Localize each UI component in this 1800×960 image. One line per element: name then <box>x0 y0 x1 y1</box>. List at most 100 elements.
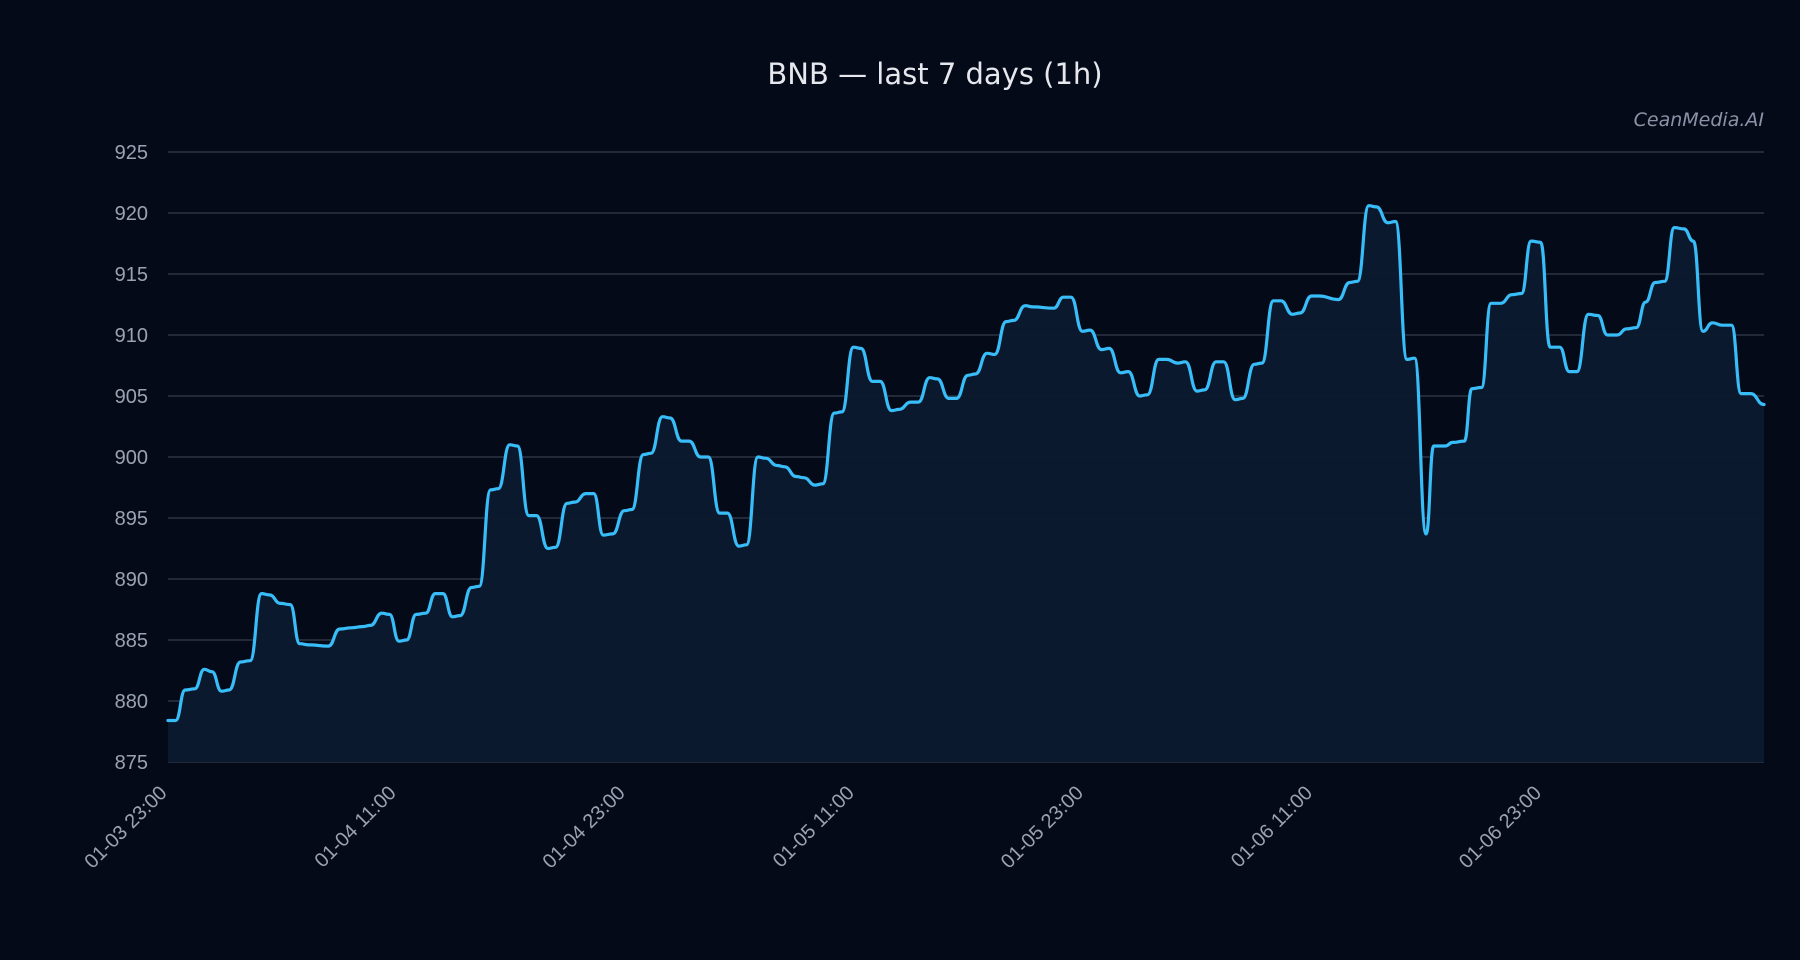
data-point <box>1499 301 1503 305</box>
data-point <box>227 688 231 692</box>
data-point <box>565 501 569 505</box>
data-point <box>699 455 703 459</box>
data-point <box>527 514 531 518</box>
data-point <box>1004 320 1008 324</box>
data-point <box>802 476 806 480</box>
data-point <box>1298 311 1302 315</box>
data-point <box>985 351 989 355</box>
data-point <box>611 532 615 536</box>
data-point <box>1260 361 1264 365</box>
data-point <box>489 488 493 492</box>
data-point <box>380 611 384 615</box>
y-tick-label: 920 <box>115 203 148 225</box>
data-point <box>1510 293 1514 297</box>
data-point <box>1031 305 1035 309</box>
data-point <box>1233 398 1237 402</box>
data-point <box>1424 532 1428 536</box>
data-point <box>1336 298 1340 302</box>
y-tick-label: 880 <box>115 691 148 713</box>
data-point <box>1730 323 1734 327</box>
data-point <box>764 456 768 460</box>
data-point <box>279 601 283 605</box>
data-point <box>1348 281 1352 285</box>
data-point <box>601 533 605 537</box>
data-point <box>1222 360 1226 364</box>
data-point <box>1252 362 1256 366</box>
data-point <box>897 407 901 411</box>
data-point <box>1271 299 1275 303</box>
data-point <box>706 455 710 459</box>
data-point <box>840 410 844 414</box>
y-tick-label: 905 <box>115 386 148 408</box>
data-point <box>1100 348 1104 352</box>
data-point <box>737 544 741 548</box>
data-point <box>1644 300 1648 304</box>
data-point <box>1682 227 1686 231</box>
data-point <box>1184 360 1188 364</box>
chart-title: BNB — last 7 days (1h) <box>767 57 1102 91</box>
data-point <box>1711 321 1715 325</box>
data-point <box>756 455 760 459</box>
data-point <box>1625 327 1629 331</box>
data-point <box>554 545 558 549</box>
data-point <box>974 372 978 376</box>
data-point <box>349 626 353 630</box>
data-point <box>1470 387 1474 391</box>
data-point <box>326 644 330 648</box>
data-point <box>687 439 691 443</box>
data-point <box>1762 403 1766 407</box>
data-point <box>1386 221 1390 225</box>
data-point <box>851 345 855 349</box>
data-point <box>1413 356 1417 360</box>
data-point <box>535 514 539 518</box>
data-point <box>397 639 401 643</box>
series-area-fill <box>168 205 1764 762</box>
data-point <box>630 508 634 512</box>
series-layer <box>166 204 1766 762</box>
data-point <box>1653 281 1657 285</box>
data-point <box>1634 326 1638 330</box>
data-point <box>794 475 798 479</box>
data-point <box>361 625 365 629</box>
data-point <box>680 439 684 443</box>
data-point <box>1279 299 1283 303</box>
data-point <box>1691 239 1695 243</box>
data-point <box>1069 295 1073 299</box>
data-point <box>1214 360 1218 364</box>
data-point <box>928 376 932 380</box>
data-point <box>745 543 749 547</box>
data-point <box>1291 312 1295 316</box>
data-point <box>441 592 445 596</box>
data-point <box>668 416 672 420</box>
data-point <box>890 409 894 413</box>
data-point <box>859 346 863 350</box>
data-point <box>1165 357 1169 361</box>
data-point <box>584 492 588 496</box>
data-point <box>1394 220 1398 224</box>
y-tick-label: 875 <box>115 752 148 774</box>
data-point <box>1615 333 1619 337</box>
data-point <box>832 411 836 415</box>
data-point <box>496 487 500 491</box>
data-point <box>878 379 882 383</box>
data-point <box>1739 392 1743 396</box>
data-point <box>1203 388 1207 392</box>
data-point <box>1480 386 1484 390</box>
data-point <box>248 659 252 663</box>
data-point <box>388 612 392 616</box>
data-point <box>307 643 311 647</box>
data-point <box>1432 444 1436 448</box>
series-line <box>166 204 1766 723</box>
data-point <box>1451 440 1455 444</box>
data-point <box>338 627 342 631</box>
y-tick-label: 910 <box>115 325 148 347</box>
data-point <box>1317 294 1321 298</box>
watermark-label: CeanMedia.AI <box>1634 109 1765 131</box>
data-point <box>622 509 626 513</box>
data-point <box>1241 396 1245 400</box>
data-point <box>405 638 409 642</box>
data-point <box>1088 328 1092 332</box>
data-point <box>1606 333 1610 337</box>
